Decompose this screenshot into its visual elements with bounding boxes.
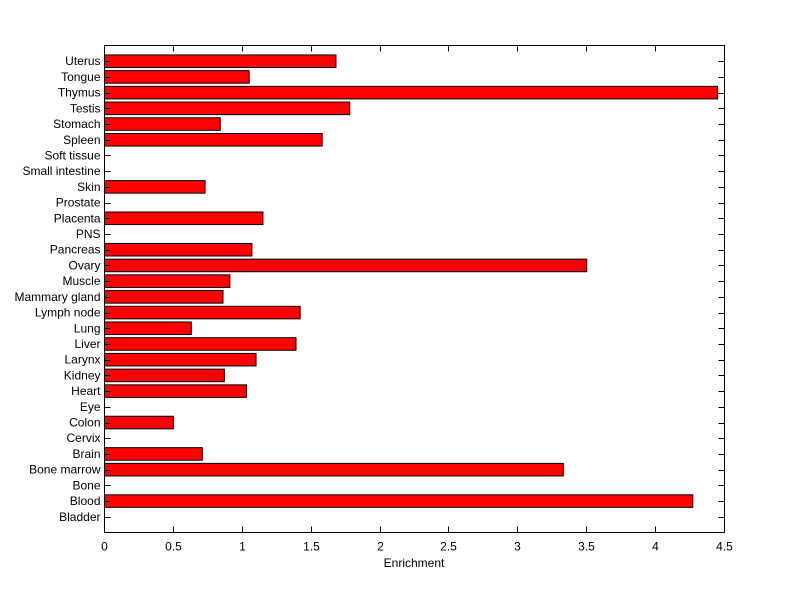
y-tick-label: Liver — [74, 337, 100, 351]
bar-blood — [104, 494, 694, 508]
bar-lung — [104, 321, 192, 336]
y-tick-label: Eye — [80, 400, 101, 414]
bar-mammary-gland — [104, 290, 224, 304]
x-tick-label: 0.5 — [165, 540, 182, 554]
x-tick-label: 2.5 — [440, 540, 457, 554]
y-tick-label: Stomach — [53, 117, 100, 131]
x-tick-label: 4.5 — [716, 540, 733, 554]
bar-bone-marrow — [104, 462, 564, 477]
y-tick-label: Ovary — [68, 258, 100, 272]
bar-uterus — [104, 54, 337, 68]
y-tick-label: Brain — [72, 447, 100, 461]
y-tick-label: Lymph node — [35, 306, 101, 320]
bar-spleen — [104, 132, 323, 147]
y-tick-label: Bladder — [59, 510, 100, 524]
bar-liver — [104, 337, 297, 351]
bar-heart — [104, 384, 247, 398]
y-tick-label: Soft tissue — [44, 148, 100, 162]
y-tick-label: Blood — [70, 494, 101, 508]
y-tick-label: Small intestine — [22, 164, 100, 178]
y-tick-label: Lung — [74, 321, 101, 335]
y-tick-label: Prostate — [56, 196, 101, 210]
y-tick-label: Bone marrow — [29, 463, 101, 477]
x-tick-label: 1 — [239, 540, 246, 554]
plot-frame — [104, 45, 725, 533]
y-tick-label: Kidney — [64, 368, 101, 382]
y-tick-label: Pancreas — [50, 243, 101, 257]
y-tick-label: Mammary gland — [14, 290, 100, 304]
y-tick-label: Thymus — [58, 86, 101, 100]
y-tick-label: Tongue — [61, 70, 101, 84]
bar-thymus — [104, 85, 719, 100]
y-tick-label: Skin — [77, 180, 100, 194]
x-tick-label: 3 — [514, 540, 521, 554]
bar-lymph-node — [104, 305, 301, 320]
y-tick-label: Heart — [71, 384, 101, 398]
bar-testis — [104, 101, 351, 116]
bar-skin — [104, 180, 206, 194]
bar-ovary — [104, 258, 588, 273]
y-tick-label: Colon — [69, 416, 100, 430]
x-tick-label: 3.5 — [578, 540, 595, 554]
bar-placenta — [104, 211, 264, 226]
y-tick-label: Muscle — [62, 274, 100, 288]
y-tick-label: Testis — [70, 101, 101, 115]
x-tick-label: 1.5 — [303, 540, 320, 554]
bar-brain — [104, 447, 203, 461]
y-tick-label: Bone — [72, 478, 100, 492]
bar-stomach — [104, 117, 221, 131]
x-axis-label: Enrichment — [384, 556, 445, 570]
x-tick-label: 0 — [101, 540, 108, 554]
y-tick-label: Placenta — [54, 211, 101, 225]
y-tick-label: Spleen — [63, 133, 100, 147]
y-tick-label: Cervix — [66, 431, 100, 445]
bar-muscle — [104, 274, 231, 288]
y-tick-label: Uterus — [65, 54, 100, 68]
y-tick-label: Larynx — [64, 353, 100, 367]
bar-larynx — [104, 352, 257, 367]
y-tick-label: PNS — [76, 227, 101, 241]
bar-pancreas — [104, 242, 253, 257]
x-tick-label: 2 — [377, 540, 384, 554]
bar-tongue — [104, 70, 250, 84]
bar-kidney — [104, 368, 225, 383]
x-tick-label: 4 — [652, 540, 659, 554]
bar-colon — [104, 415, 174, 430]
